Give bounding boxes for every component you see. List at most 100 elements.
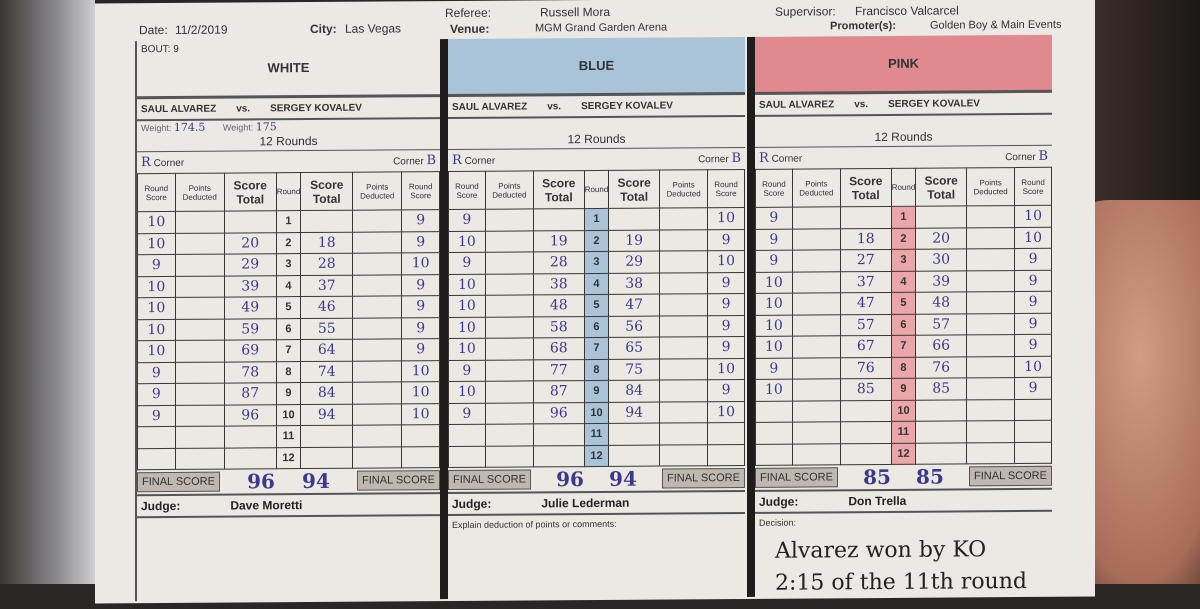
red-round-score: 9 bbox=[755, 228, 793, 251]
red-points-deducted bbox=[485, 208, 534, 231]
round-row: 10 20 2 18 9 bbox=[137, 231, 440, 255]
blue-round-score: 9 bbox=[401, 295, 440, 318]
round-row: 12 bbox=[448, 443, 745, 468]
red-round-score: 10 bbox=[448, 273, 486, 296]
blue-round-score: 9 bbox=[707, 314, 745, 337]
col-score-total: Score Total bbox=[300, 172, 353, 211]
red-score-total: 19 bbox=[533, 230, 585, 252]
blue-score-total bbox=[608, 444, 660, 467]
blue-points-deducted bbox=[966, 356, 1015, 378]
blue-points-deducted bbox=[966, 442, 1015, 464]
round-number: 12 bbox=[584, 444, 609, 467]
blue-round-score bbox=[1014, 398, 1052, 421]
judge-panel-blue: BLUE SAUL ALVAREZ vs. SERGEY KOVALEV 12 … bbox=[440, 36, 745, 600]
red-round-score: 10 bbox=[448, 381, 486, 404]
weights: Weight: 174.5 Weight: 175 bbox=[141, 120, 277, 134]
round-row: 9 78 8 74 10 bbox=[137, 360, 440, 384]
blue-round-score: 10 bbox=[401, 403, 440, 425]
final-score-label: FINAL SCORE bbox=[969, 465, 1052, 487]
red-round-score: 10 bbox=[755, 336, 793, 358]
blue-score-total bbox=[300, 425, 353, 448]
corner-row: R Corner Corner B bbox=[755, 144, 1052, 169]
round-row: 11 bbox=[448, 422, 745, 447]
col-score-total: Score Total bbox=[224, 172, 277, 212]
blue-round-score: 10 bbox=[707, 400, 745, 423]
round-row: 10 59 6 55 9 bbox=[137, 317, 440, 341]
red-score-total: 57 bbox=[840, 313, 892, 336]
red-points-deducted bbox=[792, 443, 841, 466]
round-row: 10 48 5 47 9 bbox=[448, 293, 745, 318]
red-score-total bbox=[533, 423, 585, 446]
judge-name: Dave Moretti bbox=[230, 498, 303, 513]
round-row: 9 76 8 76 10 bbox=[755, 355, 1052, 380]
corner-label: Corner bbox=[464, 155, 496, 167]
corner-row: R Corner Corner B bbox=[448, 146, 745, 172]
red-score-total: 59 bbox=[224, 318, 277, 341]
red-points-deducted bbox=[485, 337, 534, 360]
blue-round-score bbox=[1014, 441, 1052, 464]
red-points-deducted bbox=[485, 273, 534, 296]
blue-points-deducted bbox=[966, 377, 1015, 400]
round-number: 8 bbox=[276, 361, 301, 383]
blue-round-score: 9 bbox=[707, 379, 745, 402]
blue-points-deducted bbox=[966, 227, 1015, 249]
judge-panel-pink: PINK SAUL ALVAREZ vs. SERGEY KOVALEV 12 … bbox=[747, 34, 1052, 597]
round-number: 9 bbox=[891, 378, 916, 400]
blue-score-total: 94 bbox=[300, 403, 353, 426]
blue-score-total bbox=[300, 446, 353, 469]
red-score-total: 68 bbox=[533, 337, 585, 360]
round-number: 11 bbox=[584, 423, 609, 446]
blue-points-deducted bbox=[352, 360, 402, 383]
scorecard: Referee: Russell Mora Supervisor: Franci… bbox=[95, 0, 1095, 604]
blue-score-total: 48 bbox=[915, 291, 967, 314]
red-points-deducted bbox=[792, 335, 841, 358]
col-points-deducted: Points Deducted bbox=[175, 173, 225, 212]
final-score-row: FINAL SCORE 96 94 FINAL SCORE bbox=[137, 468, 440, 494]
red-points-deducted bbox=[175, 318, 225, 341]
color-band: PINK bbox=[755, 34, 1052, 95]
blue-round-score bbox=[401, 424, 440, 447]
round-number: 4 bbox=[276, 275, 301, 297]
red-round-score: 9 bbox=[137, 383, 176, 406]
red-score-total: 58 bbox=[533, 316, 585, 338]
red-score-total: 49 bbox=[224, 296, 277, 319]
red-round-score: 10 bbox=[137, 340, 176, 363]
round-row: 10 67 7 66 9 bbox=[755, 334, 1052, 358]
red-round-score: 9 bbox=[137, 254, 176, 277]
blue-points-deducted bbox=[352, 295, 402, 318]
red-fighter: SAUL ALVAREZ bbox=[759, 98, 835, 111]
blue-points-deducted bbox=[659, 358, 708, 381]
blue-round-score: 10 bbox=[1014, 355, 1052, 378]
blue-score-total: 65 bbox=[608, 337, 660, 359]
blue-round-score bbox=[707, 443, 745, 466]
blue-round-score bbox=[1014, 420, 1052, 443]
rounds-info: 12 Rounds bbox=[755, 115, 1052, 147]
red-score-total: 29 bbox=[224, 253, 277, 276]
round-number: 1 bbox=[891, 206, 916, 228]
round-number: 2 bbox=[276, 232, 301, 254]
background-left bbox=[0, 0, 95, 584]
vs-label: vs. bbox=[547, 100, 562, 112]
blue-points-deducted bbox=[352, 381, 402, 404]
red-score-total: 78 bbox=[224, 361, 277, 384]
red-round-score bbox=[755, 422, 793, 444]
comments-label: Explain deduction of points or comments: bbox=[452, 518, 617, 530]
judge-row: Judge: Dave Moretti bbox=[137, 492, 440, 519]
col-points-deducted: Points Deducted bbox=[485, 170, 534, 210]
red-points-deducted bbox=[175, 361, 225, 384]
col-round-score: Round Score bbox=[755, 169, 793, 208]
blue-round-score bbox=[401, 446, 440, 468]
blue-points-deducted bbox=[659, 250, 708, 273]
col-round: Round bbox=[584, 170, 609, 209]
round-number: 7 bbox=[584, 337, 609, 360]
round-number: 1 bbox=[584, 208, 609, 231]
red-weight: 174.5 bbox=[173, 120, 206, 134]
round-row: 9 77 8 75 10 bbox=[448, 357, 745, 382]
blue-points-deducted bbox=[966, 334, 1015, 357]
col-points-deducted: Points Deducted bbox=[792, 168, 841, 208]
blue-score-total: 76 bbox=[915, 356, 967, 379]
final-score-row: FINAL SCORE 96 94 FINAL SCORE bbox=[448, 466, 745, 492]
blue-points-deducted bbox=[659, 315, 708, 338]
red-round-score bbox=[137, 426, 176, 449]
round-row: 12 bbox=[137, 446, 440, 470]
